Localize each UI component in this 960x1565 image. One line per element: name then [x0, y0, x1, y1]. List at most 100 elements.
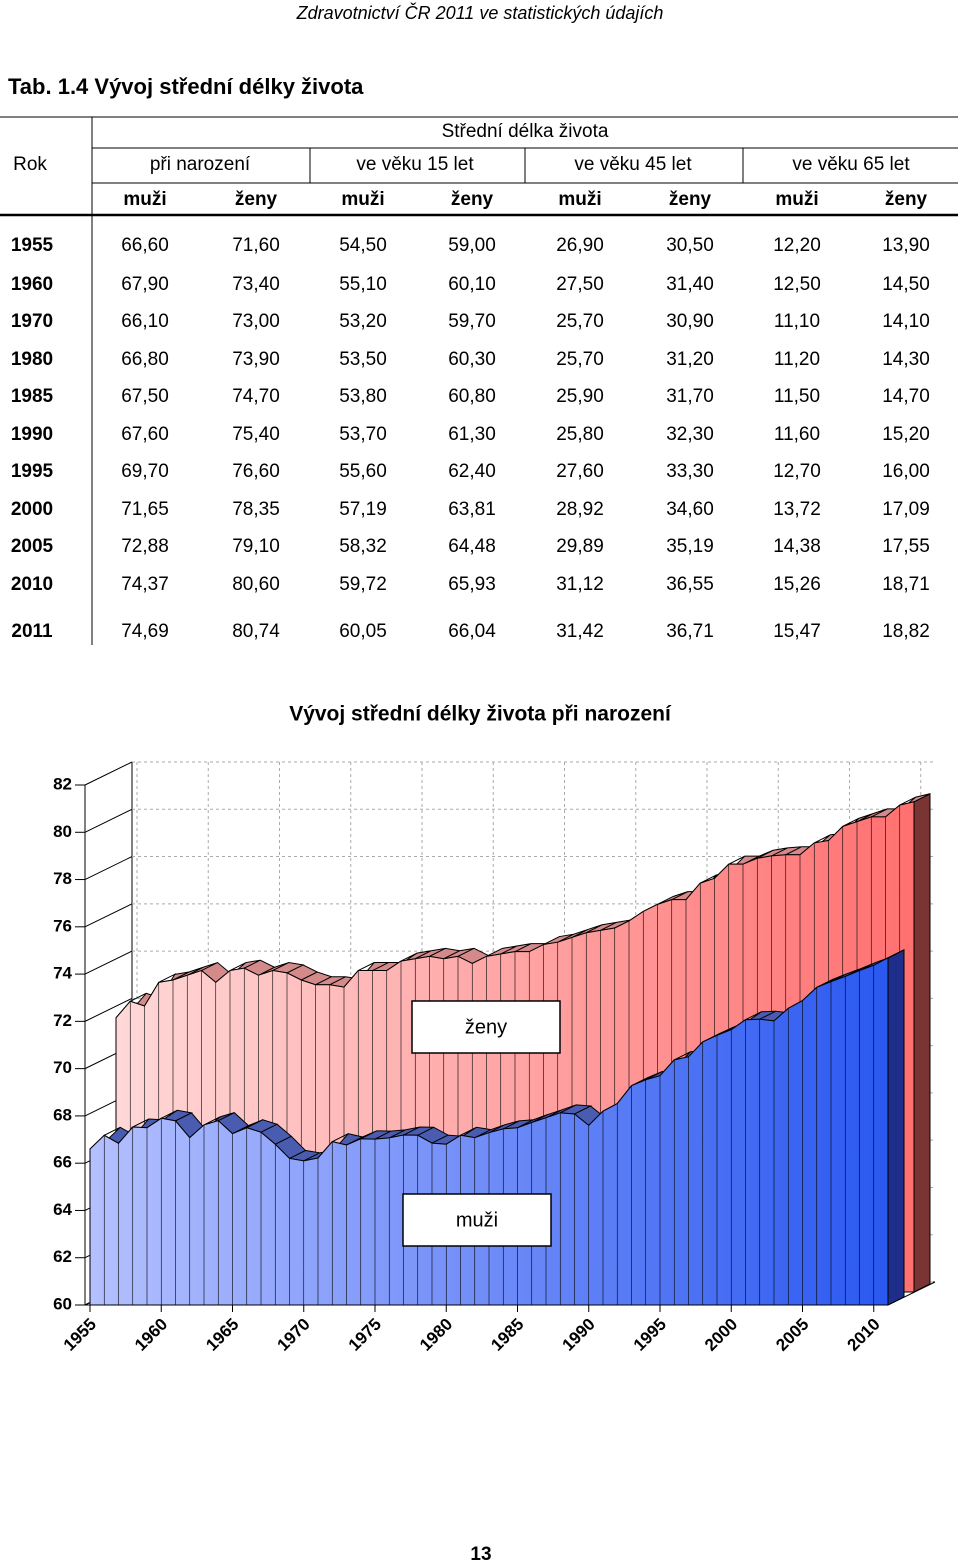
- value-cell: 31,40: [666, 274, 714, 295]
- table: Střední délka života Rok při narození ve vě…: [0, 116, 958, 645]
- legend-box: [411, 1000, 561, 1054]
- value-cell: 12,70: [773, 461, 821, 482]
- value-cell: 67,60: [121, 424, 169, 445]
- y-tick-label: 60: [53, 1294, 72, 1313]
- x-tick-label: 1980: [416, 1315, 456, 1355]
- value-cell: 80,60: [232, 574, 280, 595]
- value-cell: 55,10: [339, 274, 387, 295]
- year-cell: 1985: [11, 386, 54, 407]
- y-tick-label: 66: [53, 1153, 72, 1172]
- value-cell: 33,30: [666, 461, 714, 482]
- year-cell: 1990: [11, 424, 53, 445]
- value-cell: 36,55: [666, 574, 714, 595]
- value-cell: 17,09: [882, 499, 930, 520]
- value-cell: 53,80: [339, 386, 387, 407]
- value-cell: 66,04: [448, 621, 496, 642]
- chart-title: Vývoj střední délky života při narození: [289, 703, 672, 726]
- value-cell: 31,70: [666, 386, 714, 407]
- value-cell: 27,60: [556, 461, 604, 482]
- value-cell: 11,10: [774, 311, 820, 332]
- value-cell: 74,69: [121, 621, 169, 642]
- side-grid: [84, 997, 133, 1022]
- side-grid: [84, 808, 133, 833]
- row-header: Rok: [13, 154, 47, 175]
- value-cell: 14,10: [882, 311, 930, 332]
- year-cell: 2000: [11, 499, 53, 520]
- value-cell: 76,60: [232, 461, 280, 482]
- value-cell: 53,50: [339, 349, 387, 370]
- value-cell: 80,74: [232, 621, 280, 642]
- value-cell: 59,72: [339, 574, 387, 595]
- value-cell: 58,32: [339, 536, 387, 557]
- value-cell: 30,90: [666, 311, 714, 332]
- value-cell: 62,40: [448, 461, 496, 482]
- y-tick-label: 74: [53, 964, 72, 983]
- year-cell: 1995: [11, 461, 54, 482]
- value-cell: 73,90: [232, 349, 280, 370]
- value-cell: 36,71: [666, 621, 714, 642]
- group-header: ve věku 45 let: [574, 154, 692, 175]
- value-cell: 55,60: [339, 461, 387, 482]
- side-panel: [913, 792, 931, 1293]
- value-cell: 30,50: [666, 235, 714, 256]
- year-cell: 2011: [11, 621, 53, 642]
- value-cell: 34,60: [666, 499, 714, 520]
- value-cell: 60,05: [339, 621, 387, 642]
- side-grid: [84, 761, 133, 786]
- value-cell: 25,80: [556, 424, 604, 445]
- y-tick-label: 68: [53, 1105, 72, 1124]
- year-cell: 1980: [11, 349, 53, 370]
- running-header: Zdravotnictví ČR 2011 ve statistických ú…: [296, 2, 664, 23]
- y-tick-label: 72: [53, 1011, 72, 1030]
- value-cell: 60,10: [448, 274, 496, 295]
- value-cell: 59,70: [448, 311, 496, 332]
- chart: 60 62 64 66 68 70 72 74 76 78 80 82 1955 1960 1965 1970…: [53, 761, 936, 1355]
- value-cell: 72,88: [121, 536, 169, 557]
- value-cell: 67,90: [121, 274, 169, 295]
- value-cell: 35,19: [666, 536, 714, 557]
- value-cell: 29,89: [556, 536, 604, 557]
- value-cell: 25,90: [556, 386, 604, 407]
- sub-header: ženy: [235, 189, 278, 210]
- sub-header: muži: [558, 189, 601, 210]
- value-cell: 28,92: [556, 499, 604, 520]
- value-cell: 67,50: [121, 386, 169, 407]
- value-cell: 18,82: [882, 621, 930, 642]
- legend-box: [402, 1193, 552, 1247]
- value-cell: 15,47: [773, 621, 821, 642]
- value-cell: 31,12: [556, 574, 604, 595]
- legend-label: muži: [456, 1209, 498, 1231]
- year-cell: 1970: [11, 311, 53, 332]
- group-header: při narození: [150, 154, 251, 175]
- value-cell: 60,30: [448, 349, 496, 370]
- value-cell: 57,19: [339, 499, 387, 520]
- value-cell: 13,72: [773, 499, 821, 520]
- y-tick-label: 76: [53, 916, 72, 935]
- value-cell: 31,42: [556, 621, 604, 642]
- value-cell: 13,90: [882, 235, 930, 256]
- sub-header: muži: [123, 189, 166, 210]
- value-cell: 18,71: [882, 574, 930, 595]
- year-cell: 1960: [11, 274, 53, 295]
- x-tick-label: 2000: [701, 1315, 741, 1355]
- value-cell: 12,50: [773, 274, 821, 295]
- x-tick-label: 1970: [274, 1315, 314, 1355]
- value-cell: 31,20: [666, 349, 714, 370]
- value-cell: 14,38: [773, 536, 821, 557]
- value-cell: 73,40: [232, 274, 280, 295]
- value-cell: 69,70: [121, 461, 169, 482]
- y-tick-label: 80: [53, 822, 72, 841]
- value-cell: 25,70: [556, 349, 604, 370]
- x-tick-label: 2010: [844, 1315, 884, 1355]
- side-grid: [84, 856, 133, 880]
- value-cell: 53,70: [339, 424, 387, 445]
- side-panel: [887, 948, 905, 1306]
- value-cell: 11,60: [774, 424, 820, 445]
- y-tick-label: 62: [53, 1247, 72, 1266]
- value-cell: 60,80: [448, 386, 496, 407]
- year-cell: 1955: [11, 235, 54, 256]
- value-cell: 11,50: [774, 386, 820, 407]
- value-cell: 66,60: [121, 235, 169, 256]
- value-cell: 74,70: [232, 386, 280, 407]
- value-cell: 75,40: [232, 424, 280, 445]
